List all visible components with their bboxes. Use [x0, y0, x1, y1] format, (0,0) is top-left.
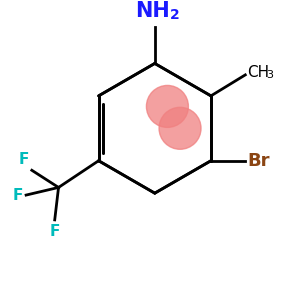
Text: Br: Br: [247, 152, 270, 170]
Text: CH: CH: [247, 65, 269, 80]
Text: F: F: [19, 152, 29, 167]
Text: 3: 3: [266, 70, 273, 80]
Text: F: F: [13, 188, 23, 202]
Circle shape: [146, 85, 188, 128]
Text: NH: NH: [136, 2, 170, 22]
Text: 2: 2: [170, 8, 180, 22]
Text: F: F: [50, 224, 60, 239]
Circle shape: [159, 107, 201, 149]
